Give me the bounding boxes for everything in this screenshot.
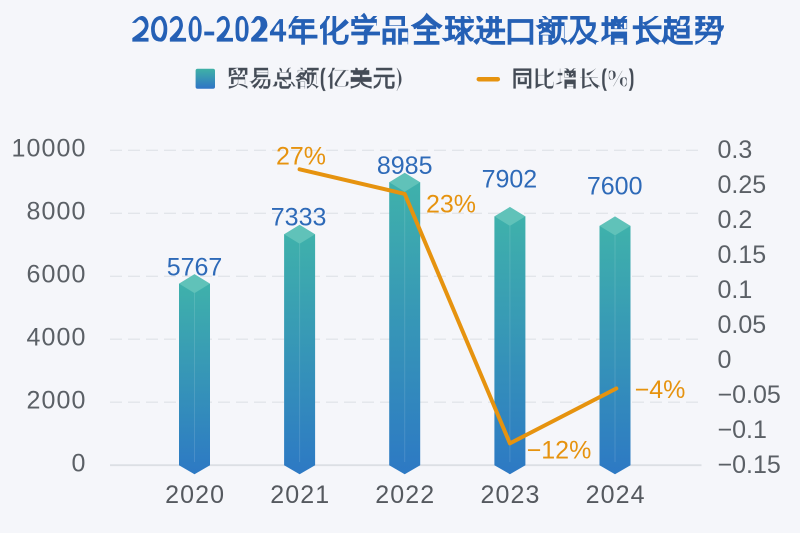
svg-text:0.3: 0.3 [718, 136, 753, 164]
svg-text:7902: 7902 [482, 165, 538, 193]
svg-text:10000: 10000 [11, 135, 86, 163]
svg-text:2020: 2020 [165, 481, 225, 509]
svg-text:6000: 6000 [26, 261, 86, 289]
svg-text:2023: 2023 [480, 481, 540, 509]
svg-text:27%: 27% [276, 143, 326, 171]
svg-text:5767: 5767 [167, 254, 223, 282]
svg-text:−12%: −12% [527, 436, 592, 464]
svg-text:4000: 4000 [26, 324, 86, 352]
svg-text:−0.15: −0.15 [718, 451, 781, 479]
svg-text:8985: 8985 [377, 152, 433, 180]
svg-text:−4%: −4% [635, 376, 686, 404]
svg-text:2021: 2021 [270, 481, 330, 509]
svg-text:7600: 7600 [587, 172, 643, 200]
svg-text:−0.05: −0.05 [718, 381, 781, 409]
svg-text:0: 0 [718, 346, 732, 374]
svg-text:0.2: 0.2 [718, 206, 753, 234]
svg-text:−0.1: −0.1 [718, 416, 767, 444]
svg-text:0.1: 0.1 [718, 276, 753, 304]
svg-text:0.05: 0.05 [718, 311, 767, 339]
svg-text:2022: 2022 [375, 481, 435, 509]
svg-text:8000: 8000 [26, 198, 86, 226]
svg-text:0.25: 0.25 [718, 171, 767, 199]
svg-text:23%: 23% [426, 191, 476, 219]
svg-text:2024: 2024 [586, 481, 646, 509]
svg-text:2000: 2000 [26, 387, 86, 415]
svg-text:7333: 7333 [271, 204, 327, 232]
svg-text:0.15: 0.15 [718, 241, 767, 269]
svg-text:0: 0 [71, 450, 86, 478]
